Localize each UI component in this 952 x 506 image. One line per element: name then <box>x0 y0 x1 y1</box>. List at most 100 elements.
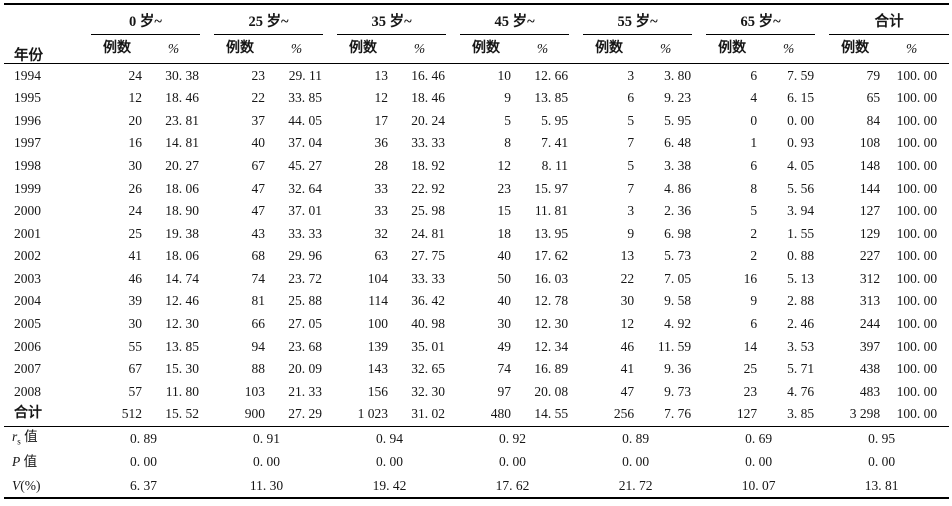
stat-value-cell: 11. 30 <box>249 477 284 493</box>
percent-cell: 5. 73 <box>664 248 692 264</box>
percent-cell: 40. 98 <box>411 316 446 332</box>
cases-cell: 94 <box>251 338 266 354</box>
percent-cell: 3. 53 <box>787 338 815 354</box>
cases-cell: 25 <box>743 361 758 377</box>
percent-cell: 5. 56 <box>787 180 815 196</box>
cases-cell: 8 <box>504 135 512 151</box>
percent-cell: 12. 78 <box>534 293 569 309</box>
year-row: 2005 30 12. 30 66 27. 05 100 40. 98 30 12. 30 12 4… <box>4 313 949 336</box>
v-stat-row: V(%) 6. 37 11. 30 19. 42 17. 62 21. 72 10. 07 1… <box>4 474 949 499</box>
cases-cell: 65 <box>866 90 881 106</box>
cases-cell: 46 <box>620 338 635 354</box>
cases-cell: 97 <box>497 383 512 399</box>
percent-cell: 6. 48 <box>664 135 692 151</box>
cases-cell: 47 <box>251 203 266 219</box>
cases-cell: 18 <box>497 225 512 241</box>
cases-cell: 127 <box>859 203 881 219</box>
percent-cell: 9. 36 <box>664 361 692 377</box>
cases-cell: 33 <box>374 180 389 196</box>
year-row: 2007 67 15. 30 88 20. 09 143 32. 65 74 16. 89 41 9… <box>4 358 949 381</box>
year-row: 2008 57 11. 80 103 21. 33 156 32. 30 97 20. 08 47… <box>4 380 949 403</box>
percent-cell: 100. 00 <box>896 90 938 106</box>
percent-cell: 1. 55 <box>787 225 815 241</box>
cases-cell: 3 <box>627 67 635 83</box>
stat-value-cell: 0. 00 <box>253 454 281 470</box>
cases-cell: 32 <box>374 225 389 241</box>
stat-value-cell: 10. 07 <box>741 477 776 493</box>
cases-cell: 397 <box>859 338 881 354</box>
percent-cell: 4. 05 <box>787 157 815 173</box>
cases-cell: 41 <box>128 248 143 264</box>
cases-cell: 7 <box>627 180 635 196</box>
percent-cell: 37. 04 <box>288 135 323 151</box>
percent-cell: 37. 01 <box>288 203 323 219</box>
group-label: 65 岁~ <box>706 14 816 35</box>
year-cell: 1994 <box>14 67 41 83</box>
stat-label-cell: rs 值 <box>12 428 38 447</box>
percent-cell: 36. 42 <box>411 293 446 309</box>
cases-cell: 1 <box>750 135 758 151</box>
percent-subheader: % <box>515 35 581 64</box>
percent-cell: 18. 06 <box>165 180 200 196</box>
percent-cell: 18. 90 <box>165 203 200 219</box>
cases-cell: 63 <box>374 248 389 264</box>
percent-cell: 44. 05 <box>288 112 323 128</box>
percent-cell: 13. 85 <box>165 338 200 354</box>
percent-cell: 24. 81 <box>411 225 446 241</box>
cases-cell: 512 <box>88 402 146 427</box>
cases-cell: 3 <box>627 203 635 219</box>
cases-cell: 8 <box>750 180 758 196</box>
cases-cell: 9 <box>750 293 758 309</box>
cases-cell: 103 <box>244 383 266 399</box>
percent-cell: 20. 27 <box>165 157 200 173</box>
group-label: 35 岁~ <box>337 14 447 35</box>
cases-cell: 143 <box>367 361 389 377</box>
stat-value-cell: 0. 92 <box>499 430 527 446</box>
cases-cell: 139 <box>367 338 389 354</box>
cases-cell: 10 <box>497 67 512 83</box>
cases-cell: 6 <box>627 90 635 106</box>
percent-cell: 5. 95 <box>541 112 569 128</box>
percent-cell: 2. 36 <box>664 203 692 219</box>
percent-cell: 11. 59 <box>657 338 692 354</box>
percent-cell: 100. 00 <box>896 270 938 286</box>
percent-cell: 4. 86 <box>664 180 692 196</box>
cases-subheader: 例数 <box>88 35 146 64</box>
group-label: 0 岁~ <box>91 14 201 35</box>
table-container: 年份 0 岁~ 25 岁~ 35 岁~ 45 岁~ 55 岁~ 65 岁~ 合计… <box>4 3 950 500</box>
year-row: 2000 24 18. 90 47 37. 01 33 25. 98 15 11. 81 3 2. … <box>4 200 949 223</box>
percent-cell: 100. 00 <box>896 293 938 309</box>
percent-subheader: % <box>392 35 458 64</box>
percent-cell: 11. 80 <box>165 383 200 399</box>
percent-cell: 29. 96 <box>288 248 323 264</box>
year-cell: 2006 <box>14 338 41 354</box>
cases-cell: 312 <box>859 270 881 286</box>
cases-cell: 28 <box>374 157 389 173</box>
percent-cell: 12. 46 <box>165 293 200 309</box>
percent-cell: 9. 58 <box>664 293 692 309</box>
stat-value-cell: 0. 00 <box>868 454 896 470</box>
percent-cell: 13. 95 <box>534 225 569 241</box>
percent-cell: 7. 59 <box>787 67 815 83</box>
year-column-header: 年份 <box>4 4 88 64</box>
percent-cell: 12. 66 <box>534 67 569 83</box>
percent-cell: 100. 00 <box>896 67 938 83</box>
cases-cell: 33 <box>374 203 389 219</box>
percent-subheader: % <box>761 35 827 64</box>
cases-cell: 74 <box>497 361 512 377</box>
cases-cell: 0 <box>750 112 758 128</box>
percent-cell: 33. 33 <box>288 225 323 241</box>
cases-cell: 144 <box>859 180 881 196</box>
cases-cell: 67 <box>251 157 266 173</box>
percent-cell: 31. 02 <box>392 402 458 427</box>
cases-cell: 37 <box>251 112 266 128</box>
year-row: 1994 24 30. 38 23 29. 11 13 16. 46 10 12. 66 3 3. … <box>4 64 949 87</box>
year-cell: 1998 <box>14 157 41 173</box>
stat-value-cell: 0. 89 <box>130 430 157 446</box>
percent-cell: 12. 30 <box>534 316 569 332</box>
percent-cell: 5. 71 <box>787 361 815 377</box>
percent-subheader: % <box>884 35 950 64</box>
percent-cell: 30. 38 <box>165 67 200 83</box>
cases-cell: 39 <box>128 293 143 309</box>
cases-cell: 129 <box>859 225 881 241</box>
